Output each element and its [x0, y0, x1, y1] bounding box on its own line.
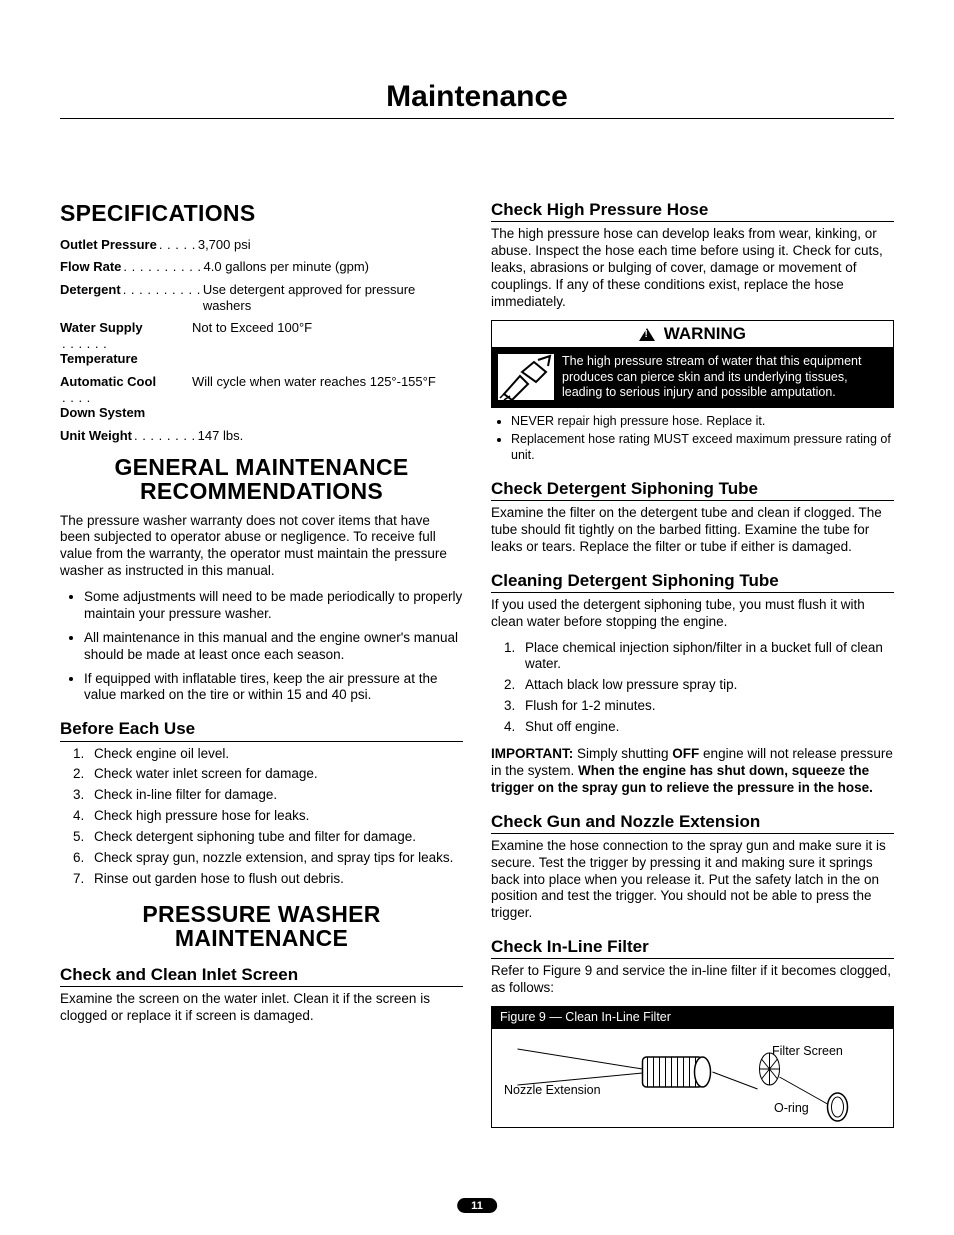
spec-dots: . . . . . . . . . . [121, 259, 203, 275]
important-off: OFF [672, 746, 699, 761]
spec-row: Automatic Cool . . . . Down System Will … [60, 374, 463, 421]
check-inlet-screen-body: Examine the screen on the water inlet. C… [60, 991, 463, 1025]
spec-dots: . . . . . [157, 237, 198, 253]
list-item: Some adjustments will need to be made pe… [84, 589, 463, 623]
spec-dots: . . . . [60, 390, 93, 405]
cleaning-steps: Place chemical injection siphon/filter i… [491, 640, 894, 736]
spec-label: Outlet Pressure [60, 237, 157, 253]
spec-value: 147 lbs. [198, 428, 463, 444]
before-each-use-heading: Before Each Use [60, 718, 463, 741]
right-column: Check High Pressure Hose The high pressu… [491, 199, 894, 1128]
list-item: Check in-line filter for damage. [88, 787, 463, 804]
spec-dots: . . . . . . [60, 336, 109, 351]
figure-label-nozzle: Nozzle Extension [504, 1083, 601, 1099]
spec-label: Flow Rate [60, 259, 121, 275]
list-item: All maintenance in this manual and the e… [84, 630, 463, 664]
general-maintenance-heading: General Maintenance Recommendations [60, 455, 463, 503]
check-inline-filter-body: Refer to Figure 9 and service the in-lin… [491, 963, 894, 997]
spec-label: Detergent [60, 282, 121, 313]
important-note: IMPORTANT: Simply shutting OFF engine wi… [491, 746, 894, 797]
injection-hazard-icon [498, 354, 554, 400]
before-each-use-list: Check engine oil level. Check water inle… [60, 746, 463, 888]
spec-row: Water Supply . . . . . . Temperature Not… [60, 320, 463, 367]
check-detergent-tube-heading: Check Detergent Siphoning Tube [491, 478, 894, 501]
spec-value: 3,700 psi [198, 237, 463, 253]
figure-9: Figure 9 — Clean In-Line Filter [491, 1006, 894, 1128]
left-column: Specifications Outlet Pressure . . . . .… [60, 199, 463, 1128]
list-item: Rinse out garden hose to flush out debri… [88, 871, 463, 888]
list-item: Check detergent siphoning tube and filte… [88, 829, 463, 846]
list-item: Attach black low pressure spray tip. [519, 677, 894, 694]
heading-line: Maintenance [175, 925, 348, 951]
cleaning-detergent-tube-heading: Cleaning Detergent Siphoning Tube [491, 570, 894, 593]
spec-label: Water Supply [60, 320, 143, 335]
check-inline-filter-heading: Check In-Line Filter [491, 936, 894, 959]
cleaning-detergent-tube-intro: If you used the detergent siphoning tube… [491, 597, 894, 631]
spec-row: Unit Weight . . . . . . . . 147 lbs. [60, 428, 463, 444]
spec-value: 4.0 gallons per minute (gpm) [204, 259, 463, 275]
check-inlet-screen-heading: Check and Clean Inlet Screen [60, 964, 463, 987]
spec-label: Down System [60, 405, 145, 420]
list-item: Check high pressure hose for leaks. [88, 808, 463, 825]
general-intro: The pressure washer warranty does not co… [60, 513, 463, 581]
important-lead: IMPORTANT: [491, 746, 573, 761]
manual-page: Maintenance Specifications Outlet Pressu… [0, 0, 954, 1235]
warning-triangle-icon [639, 328, 655, 341]
spec-dots: . . . . . . . . [132, 428, 198, 444]
warning-label-text: WARNING [664, 324, 746, 343]
warning-body: The high pressure stream of water that t… [492, 348, 893, 407]
list-item: Place chemical injection siphon/filter i… [519, 640, 894, 674]
check-gun-nozzle-heading: Check Gun and Nozzle Extension [491, 811, 894, 834]
list-item: Check water inlet screen for damage. [88, 766, 463, 783]
list-item: Check engine oil level. [88, 746, 463, 763]
important-text: Simply shutting [573, 746, 672, 761]
figure-caption: Figure 9 — Clean In-Line Filter [492, 1007, 893, 1029]
pressure-washer-maintenance-heading: Pressure Washer Maintenance [60, 902, 463, 950]
figure-label-oring: O-ring [774, 1101, 809, 1117]
page-number: 11 [457, 1198, 497, 1213]
figure-label-filter: Filter Screen [772, 1044, 843, 1060]
check-gun-nozzle-body: Examine the hose connection to the spray… [491, 838, 894, 922]
page-title: Maintenance [60, 80, 894, 114]
spec-label: Unit Weight [60, 428, 132, 444]
warning-label: WARNING [492, 321, 893, 348]
list-item: Shut off engine. [519, 719, 894, 736]
spec-label: Temperature [60, 351, 138, 366]
check-detergent-tube-body: Examine the filter on the detergent tube… [491, 505, 894, 556]
two-column-layout: Specifications Outlet Pressure . . . . .… [60, 199, 894, 1128]
check-high-pressure-hose-heading: Check High Pressure Hose [491, 199, 894, 222]
list-item: NEVER repair high pressure hose. Replace… [511, 414, 894, 430]
warning-text: The high pressure stream of water that t… [562, 354, 885, 401]
list-item: Replacement hose rating MUST exceed maxi… [511, 432, 894, 463]
warning-box: WARNING The high pressure stream of wate… [491, 320, 894, 408]
list-item: Flush for 1-2 minutes. [519, 698, 894, 715]
specifications-heading: Specifications [60, 199, 463, 228]
spec-value: Not to Exceed 100°F [192, 320, 463, 367]
general-bullets: Some adjustments will need to be made pe… [60, 589, 463, 704]
spec-row: Outlet Pressure . . . . . 3,700 psi [60, 237, 463, 253]
warning-sublist: NEVER repair high pressure hose. Replace… [491, 414, 894, 464]
list-item: If equipped with inflatable tires, keep … [84, 671, 463, 705]
spec-row: Flow Rate . . . . . . . . . . 4.0 gallon… [60, 259, 463, 275]
list-item: Check spray gun, nozzle extension, and s… [88, 850, 463, 867]
heading-line: Recommendations [140, 478, 383, 504]
heading-line: General Maintenance [114, 454, 408, 480]
spec-value: Will cycle when water reaches 125°-155°F [192, 374, 463, 421]
spec-value: Use detergent approved for pressure wash… [203, 282, 463, 313]
figure-body: Nozzle Extension Filter Screen O-ring [492, 1029, 893, 1127]
spec-row: Detergent . . . . . . . . . . Use deterg… [60, 282, 463, 313]
title-rule [60, 118, 894, 119]
check-high-pressure-hose-body: The high pressure hose can develop leaks… [491, 226, 894, 310]
spec-label: Automatic Cool [60, 374, 156, 389]
spec-dots: . . . . . . . . . . [121, 282, 203, 313]
heading-line: Pressure Washer [142, 901, 380, 927]
